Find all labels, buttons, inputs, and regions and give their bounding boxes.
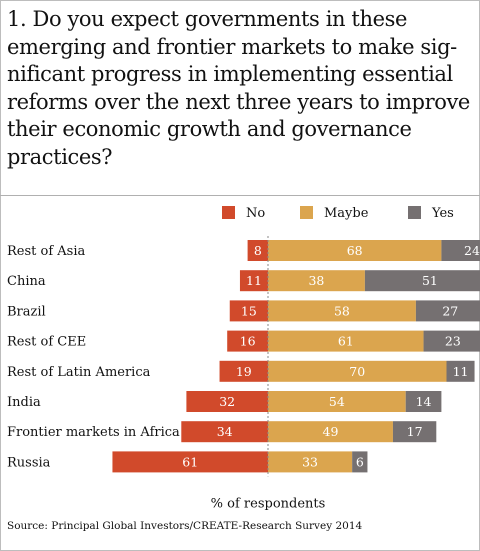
- bar-yes-rest-of-asia: [441, 240, 480, 261]
- data-label-yes-brazil: 27: [442, 303, 458, 318]
- data-label-maybe-india: 54: [329, 394, 345, 409]
- frame-top-border: [0, 0, 480, 1]
- bar-maybe-rest-of-latin-america: [268, 360, 447, 382]
- title-line-6: practices?: [7, 144, 113, 169]
- diverging-bar-chart: No Maybe Yes Rest of Asia 8 68 24 China 11 38 51 Br…: [7, 206, 480, 510]
- data-label-yes-china: 51: [422, 273, 438, 288]
- data-label-no-china: 11: [246, 273, 262, 288]
- bar-no-china: [239, 270, 268, 292]
- category-label-brazil: Brazil: [7, 304, 46, 319]
- title-line-3: nificant progress in implementing essent…: [7, 62, 453, 86]
- bar-maybe-brazil: [268, 300, 416, 322]
- data-label-maybe-brazil: 58: [334, 303, 350, 318]
- category-label-russia: Russia: [7, 455, 51, 470]
- bar-no-india: [186, 391, 268, 412]
- bar-no-frontier-markets-in-africa: [181, 421, 268, 443]
- category-label-india: India: [7, 395, 41, 410]
- legend-label-yes: Yes: [431, 206, 454, 221]
- bar-maybe-india: [268, 391, 406, 412]
- bar-maybe-frontier-markets-in-africa: [268, 421, 393, 443]
- bar-no-rest-of-cee: [227, 330, 268, 352]
- data-label-maybe-rest-of-asia: 68: [347, 243, 363, 258]
- data-label-no-russia: 61: [182, 454, 198, 469]
- data-label-yes-rest-of-cee: 23: [445, 334, 461, 349]
- bar-yes-russia: [352, 451, 368, 473]
- frame-left-border: [0, 0, 1, 551]
- data-label-yes-rest-of-latin-america: 11: [453, 364, 469, 379]
- data-label-maybe-russia: 33: [302, 454, 318, 469]
- legend-label-maybe: Maybe: [324, 206, 369, 221]
- bar-yes-brazil: [415, 300, 480, 322]
- data-label-no-rest-of-asia: 8: [254, 243, 262, 258]
- data-label-no-rest-of-latin-america: 19: [236, 364, 252, 379]
- x-axis-label: % of respondents: [211, 496, 326, 510]
- data-label-no-brazil: 15: [241, 303, 257, 318]
- bar-yes-rest-of-cee: [423, 330, 480, 352]
- bar-yes-india: [405, 391, 442, 412]
- legend-swatch-no: [222, 206, 235, 219]
- title-line-1: 1. Do you expect governments in these: [7, 7, 408, 31]
- category-label-frontier-markets-in-africa: Frontier markets in Africa: [7, 425, 180, 440]
- legend-swatch-maybe: [300, 206, 313, 219]
- data-label-maybe-china: 38: [308, 273, 324, 288]
- category-label-rest-of-cee: Rest of CEE: [7, 335, 86, 350]
- title-line-4: reforms over the next three years to imp…: [7, 89, 470, 114]
- bar-maybe-rest-of-cee: [268, 330, 424, 352]
- data-label-no-rest-of-cee: 16: [240, 334, 256, 349]
- legend-label-no: No: [246, 206, 265, 221]
- title-line-5: their economic growth and governance: [7, 117, 412, 141]
- data-label-yes-frontier-markets-in-africa: 17: [407, 424, 423, 439]
- bar-maybe-russia: [268, 451, 353, 473]
- bar-no-russia: [112, 451, 268, 473]
- category-label-rest-of-latin-america: Rest of Latin America: [7, 365, 151, 380]
- bar-no-rest-of-latin-america: [219, 360, 268, 382]
- bar-yes-frontier-markets-in-africa: [392, 421, 437, 443]
- category-label-rest-of-asia: Rest of Asia: [7, 244, 85, 259]
- data-label-yes-india: 14: [416, 394, 432, 409]
- question-title: 1. Do you expect governments in these em…: [7, 6, 470, 171]
- data-label-maybe-rest-of-latin-america: 70: [349, 364, 365, 379]
- data-label-yes-russia: 6: [356, 454, 364, 469]
- legend-swatch-yes: [408, 206, 421, 219]
- bar-maybe-china: [268, 270, 365, 292]
- data-label-maybe-rest-of-cee: 61: [338, 334, 354, 349]
- bar-no-brazil: [229, 300, 268, 322]
- title-line-2: emerging and frontier markets to make si…: [7, 34, 457, 59]
- bar-yes-china: [364, 270, 480, 292]
- source-note: Source: Principal Global Investors/CREAT…: [7, 520, 363, 532]
- bar-yes-rest-of-latin-america: [446, 360, 475, 382]
- data-label-no-frontier-markets-in-africa: 34: [217, 424, 233, 439]
- title-divider: [0, 195, 480, 196]
- data-label-yes-rest-of-asia: 24: [464, 243, 480, 258]
- category-label-china: China: [7, 274, 46, 289]
- bar-no-rest-of-asia: [247, 240, 268, 261]
- data-label-no-india: 32: [219, 394, 235, 409]
- bar-maybe-rest-of-asia: [268, 240, 442, 261]
- data-label-maybe-frontier-markets-in-africa: 49: [323, 424, 339, 439]
